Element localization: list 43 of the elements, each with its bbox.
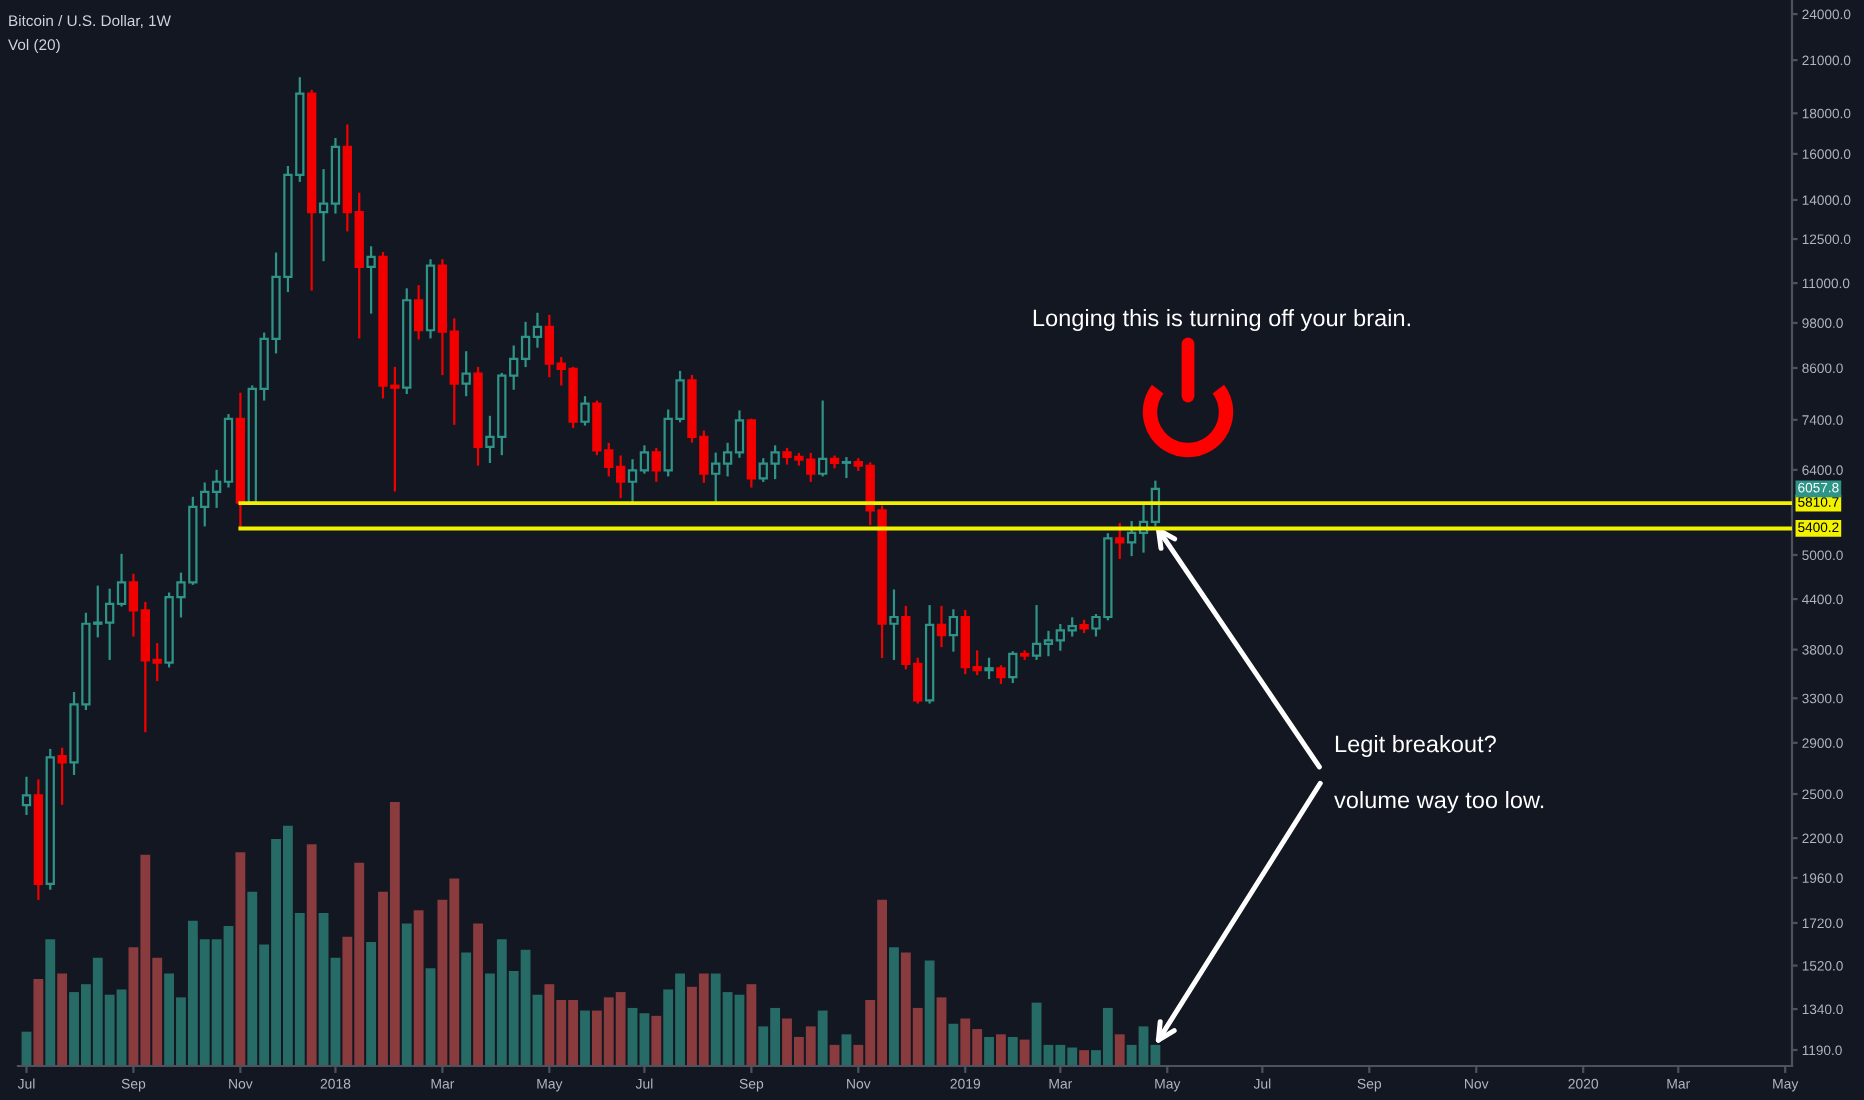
bar xyxy=(1007,1036,1018,1066)
bar xyxy=(425,968,436,1066)
bar xyxy=(651,1015,662,1066)
bar xyxy=(306,844,317,1066)
bar xyxy=(948,1023,959,1066)
candlestick xyxy=(936,605,947,648)
bar xyxy=(461,952,472,1066)
candlestick xyxy=(366,246,376,314)
annotation: Legit breakout? xyxy=(1335,734,1496,758)
candlestick xyxy=(1008,651,1018,684)
bar xyxy=(1114,1034,1125,1066)
candlestick xyxy=(984,657,994,680)
bar xyxy=(1079,1050,1090,1066)
bar xyxy=(473,923,483,1066)
annotation: volume way too low. xyxy=(1334,790,1544,814)
candlestick xyxy=(651,447,661,482)
bar xyxy=(413,910,424,1066)
candlestick xyxy=(413,285,424,340)
candlestick xyxy=(817,400,828,477)
bar xyxy=(235,852,246,1066)
candlestick xyxy=(889,589,899,660)
candlestick xyxy=(21,776,32,815)
bar xyxy=(984,1036,994,1066)
candlestick xyxy=(1115,522,1125,559)
bar xyxy=(936,997,947,1066)
candlestick xyxy=(841,457,852,479)
bar xyxy=(580,1010,590,1066)
bar xyxy=(1019,1039,1030,1066)
bar xyxy=(889,947,899,1066)
bar xyxy=(401,923,412,1066)
bar xyxy=(995,1034,1006,1066)
bar xyxy=(817,1010,828,1066)
bar xyxy=(924,960,935,1066)
candlestick xyxy=(57,747,67,805)
candlestick xyxy=(580,396,590,426)
bar xyxy=(57,973,68,1066)
bar xyxy=(746,984,757,1066)
bar xyxy=(45,939,56,1066)
bar xyxy=(366,941,377,1066)
candlestick xyxy=(948,609,959,652)
candlestick xyxy=(461,351,471,397)
bar xyxy=(33,978,44,1066)
annotation: Longing this is turning off your brain. xyxy=(1033,309,1410,332)
